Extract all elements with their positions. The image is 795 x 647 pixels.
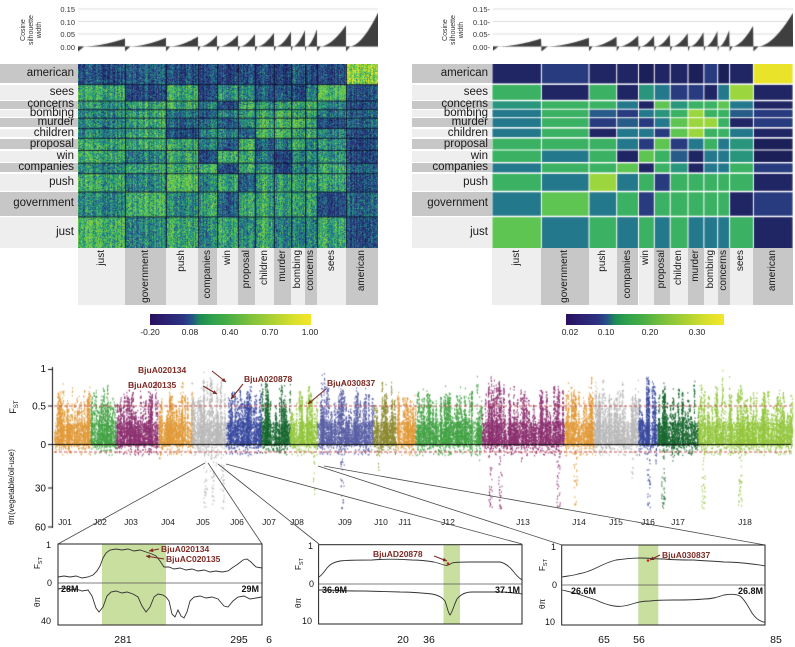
svg-text:10: 10 <box>545 617 555 627</box>
svg-text:6: 6 <box>266 634 272 646</box>
svg-text:J06: J06 <box>230 517 244 527</box>
svg-text:θπ: θπ <box>294 598 303 608</box>
svg-text:BjuA030837: BjuA030837 <box>327 378 375 388</box>
svg-text:1: 1 <box>308 541 313 551</box>
svg-text:56: 56 <box>633 634 645 646</box>
svg-text:BjuAC020135: BjuAC020135 <box>166 554 221 564</box>
svg-text:J15: J15 <box>609 517 623 527</box>
svg-text:1: 1 <box>551 542 556 552</box>
svg-text:FST: FST <box>8 400 20 414</box>
svg-text:FST: FST <box>294 557 305 570</box>
svg-text:J07: J07 <box>262 517 276 527</box>
svg-text:θπ: θπ <box>538 599 547 609</box>
svg-text:37.1M: 37.1M <box>495 585 520 595</box>
svg-text:BjuA020878: BjuA020878 <box>244 374 292 384</box>
svg-text:1: 1 <box>40 364 46 375</box>
svg-text:J09: J09 <box>338 517 352 527</box>
svg-text:60: 60 <box>35 523 47 534</box>
svg-text:30: 30 <box>35 484 47 495</box>
svg-text:26.6M: 26.6M <box>571 586 596 596</box>
svg-text:J04: J04 <box>161 517 175 527</box>
svg-text:BjuA020134: BjuA020134 <box>161 544 209 554</box>
svg-text:1: 1 <box>46 540 51 550</box>
svg-text:θπ(vegetable/oil-use): θπ(vegetable/oil-use) <box>7 449 16 525</box>
svg-text:BjuA020134: BjuA020134 <box>138 365 186 375</box>
svg-text:36: 36 <box>423 634 435 646</box>
svg-text:J10: J10 <box>374 517 388 527</box>
svg-text:J11: J11 <box>398 517 411 527</box>
svg-text:J13: J13 <box>516 517 530 527</box>
svg-text:J01: J01 <box>58 517 72 527</box>
svg-text:20: 20 <box>397 634 409 646</box>
svg-text:θπ: θπ <box>33 597 42 607</box>
svg-text:J18: J18 <box>738 517 752 527</box>
svg-text:26.8M: 26.8M <box>738 586 763 596</box>
svg-text:28M: 28M <box>61 584 79 594</box>
svg-text:BjuA030837: BjuA030837 <box>662 550 710 560</box>
svg-text:BjuAD20878: BjuAD20878 <box>373 549 423 559</box>
svg-text:J05: J05 <box>196 517 210 527</box>
svg-text:J12: J12 <box>441 517 455 527</box>
svg-text:0: 0 <box>40 440 46 451</box>
svg-text:0: 0 <box>47 578 52 588</box>
svg-text:281: 281 <box>114 634 132 646</box>
svg-text:J16: J16 <box>641 517 655 527</box>
svg-text:0: 0 <box>552 580 557 590</box>
svg-text:J14: J14 <box>572 517 586 527</box>
svg-text:FST: FST <box>33 556 44 569</box>
svg-text:J03: J03 <box>124 517 138 527</box>
svg-text:65: 65 <box>598 634 610 646</box>
svg-text:40: 40 <box>41 616 51 626</box>
svg-text:10: 10 <box>302 616 312 626</box>
svg-text:36.9M: 36.9M <box>322 585 347 595</box>
svg-text:J17: J17 <box>671 517 685 527</box>
svg-text:295: 295 <box>230 634 248 646</box>
svg-text:J08: J08 <box>290 517 304 527</box>
svg-text:FST: FST <box>538 558 549 571</box>
svg-text:29M: 29M <box>241 584 259 594</box>
svg-text:0.5: 0.5 <box>32 402 46 413</box>
svg-text:BjuA020135: BjuA020135 <box>128 380 176 390</box>
svg-text:0: 0 <box>309 579 314 589</box>
svg-text:J02: J02 <box>93 517 107 527</box>
svg-text:85: 85 <box>770 634 782 646</box>
